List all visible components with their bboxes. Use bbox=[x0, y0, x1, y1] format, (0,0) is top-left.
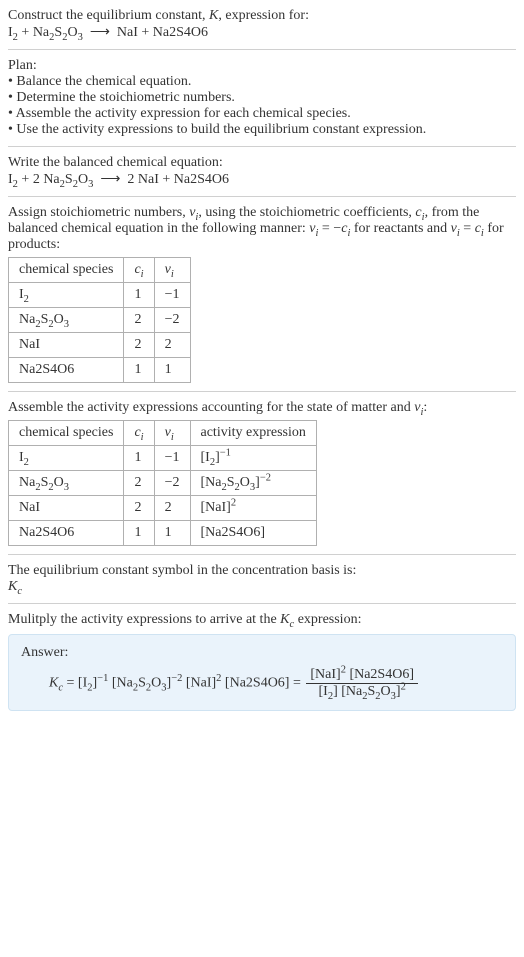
multiply-post: expression: bbox=[294, 612, 361, 627]
rule bbox=[8, 49, 516, 50]
activity-table: chemical species ci νi activity expressi… bbox=[8, 420, 317, 546]
assemble-section: Assemble the activity expressions accoun… bbox=[8, 400, 516, 546]
table-row: NaI 2 2 [NaI]2 bbox=[9, 496, 317, 521]
species-cell: Na2S4O6 bbox=[9, 521, 124, 546]
answer-box: Answer: Kc = [I2]−1 [Na2S2O3]−2 [NaI]2 [… bbox=[8, 634, 516, 711]
rule bbox=[8, 391, 516, 392]
species-cell: I2 bbox=[9, 283, 124, 308]
table-row: I2 1 −1 bbox=[9, 283, 191, 308]
ci-cell: 2 bbox=[124, 471, 154, 496]
fraction: [NaI]2 [Na2S4O6] [I2] [Na2S2O3]2 bbox=[306, 667, 418, 700]
Kc-c: c bbox=[17, 586, 22, 597]
activity-cell: [Na2S4O6] bbox=[190, 521, 316, 546]
eq-pos: = bbox=[460, 221, 475, 236]
table-header-row: chemical species ci νi activity expressi… bbox=[9, 421, 317, 446]
species-cell: I2 bbox=[9, 446, 124, 471]
nui-cell: 1 bbox=[154, 358, 190, 383]
rule bbox=[8, 146, 516, 147]
kc-symbol-section: The equilibrium constant symbol in the c… bbox=[8, 563, 516, 595]
eq-neg: = − bbox=[318, 221, 341, 236]
answer-equation: Kc = [I2]−1 [Na2S2O3]−2 [NaI]2 [Na2S4O6]… bbox=[49, 667, 503, 700]
ci-cell: 1 bbox=[124, 358, 154, 383]
col-nui: νi bbox=[154, 258, 190, 283]
assign-mid1: , using the stoichiometric coefficients, bbox=[198, 205, 415, 220]
nui-cell: −2 bbox=[154, 471, 190, 496]
nui-cell: −1 bbox=[154, 446, 190, 471]
nui-cell: 2 bbox=[154, 333, 190, 358]
assemble-pre: Assemble the activity expressions accoun… bbox=[8, 400, 414, 415]
species-cell: Na2S2O3 bbox=[9, 308, 124, 333]
table-row: Na2S2O3 2 −2 bbox=[9, 308, 191, 333]
balanced-label: Write the balanced chemical equation: bbox=[8, 155, 516, 171]
plan-item: • Use the activity expressions to build … bbox=[8, 122, 516, 138]
col-ci: ci bbox=[124, 258, 154, 283]
species-cell: NaI bbox=[9, 333, 124, 358]
answer-label: Answer: bbox=[21, 645, 503, 661]
ci-cell: 2 bbox=[124, 333, 154, 358]
col-activity: activity expression bbox=[190, 421, 316, 446]
plan-header: Plan: bbox=[8, 58, 516, 74]
activity-cell: [NaI]2 bbox=[190, 496, 316, 521]
assemble-post: : bbox=[423, 400, 427, 415]
stoich-table: chemical species ci νi I2 1 −1 Na2S2O3 2… bbox=[8, 257, 191, 383]
species-cell: NaI bbox=[9, 496, 124, 521]
table-row: Na2S4O6 1 1 [Na2S4O6] bbox=[9, 521, 317, 546]
intro-text-post: , expression for: bbox=[218, 8, 309, 23]
table-row: Na2S2O3 2 −2 [Na2S2O3]−2 bbox=[9, 471, 317, 496]
col-ci: ci bbox=[124, 421, 154, 446]
ci-cell: 2 bbox=[124, 308, 154, 333]
col-species: chemical species bbox=[9, 421, 124, 446]
plan-item: • Determine the stoichiometric numbers. bbox=[8, 90, 516, 106]
nui-cell: 1 bbox=[154, 521, 190, 546]
multiply-pre: Mulitply the activity expressions to arr… bbox=[8, 612, 280, 627]
species-cell: Na2S4O6 bbox=[9, 358, 124, 383]
Kc-K: K bbox=[8, 579, 17, 594]
plan: Plan: • Balance the chemical equation. •… bbox=[8, 58, 516, 138]
intro: Construct the equilibrium constant, K, e… bbox=[8, 8, 516, 41]
ci-cell: 1 bbox=[124, 521, 154, 546]
plan-item: • Balance the chemical equation. bbox=[8, 74, 516, 90]
plan-item: • Assemble the activity expression for e… bbox=[8, 106, 516, 122]
activity-cell: [Na2S2O3]−2 bbox=[190, 471, 316, 496]
fraction-denominator: [I2] [Na2S2O3]2 bbox=[306, 684, 418, 700]
assign-section: Assign stoichiometric numbers, νi , using… bbox=[8, 205, 516, 383]
rule bbox=[8, 196, 516, 197]
rule bbox=[8, 554, 516, 555]
ci-cell: 1 bbox=[124, 283, 154, 308]
table-row: I2 1 −1 [I2]−1 bbox=[9, 446, 317, 471]
nui-cell: −2 bbox=[154, 308, 190, 333]
multiply-K: K bbox=[280, 612, 289, 627]
intro-K: K bbox=[209, 8, 218, 23]
ci-cell: 1 bbox=[124, 446, 154, 471]
unbalanced-equation: I2 + Na2S2O3 ⟶ NaI + Na2S4O6 bbox=[8, 25, 208, 40]
rule bbox=[8, 603, 516, 604]
reactants-post: for reactants and bbox=[350, 221, 450, 236]
table-header-row: chemical species ci νi bbox=[9, 258, 191, 283]
multiply-section: Mulitply the activity expressions to arr… bbox=[8, 612, 516, 628]
nui-cell: −1 bbox=[154, 283, 190, 308]
activity-cell: [I2]−1 bbox=[190, 446, 316, 471]
species-cell: Na2S2O3 bbox=[9, 471, 124, 496]
balanced-section: Write the balanced chemical equation: I2… bbox=[8, 155, 516, 188]
ci-cell: 2 bbox=[124, 496, 154, 521]
table-row: NaI 2 2 bbox=[9, 333, 191, 358]
kc-symbol-line: The equilibrium constant symbol in the c… bbox=[8, 563, 516, 579]
table-row: Na2S4O6 1 1 bbox=[9, 358, 191, 383]
assign-pre: Assign stoichiometric numbers, bbox=[8, 205, 189, 220]
intro-text-pre: Construct the equilibrium constant, bbox=[8, 8, 209, 23]
balanced-equation: I2 + 2 Na2S2O3 ⟶ 2 NaI + Na2S4O6 bbox=[8, 172, 229, 187]
nui-cell: 2 bbox=[154, 496, 190, 521]
col-species: chemical species bbox=[9, 258, 124, 283]
col-nui: νi bbox=[154, 421, 190, 446]
